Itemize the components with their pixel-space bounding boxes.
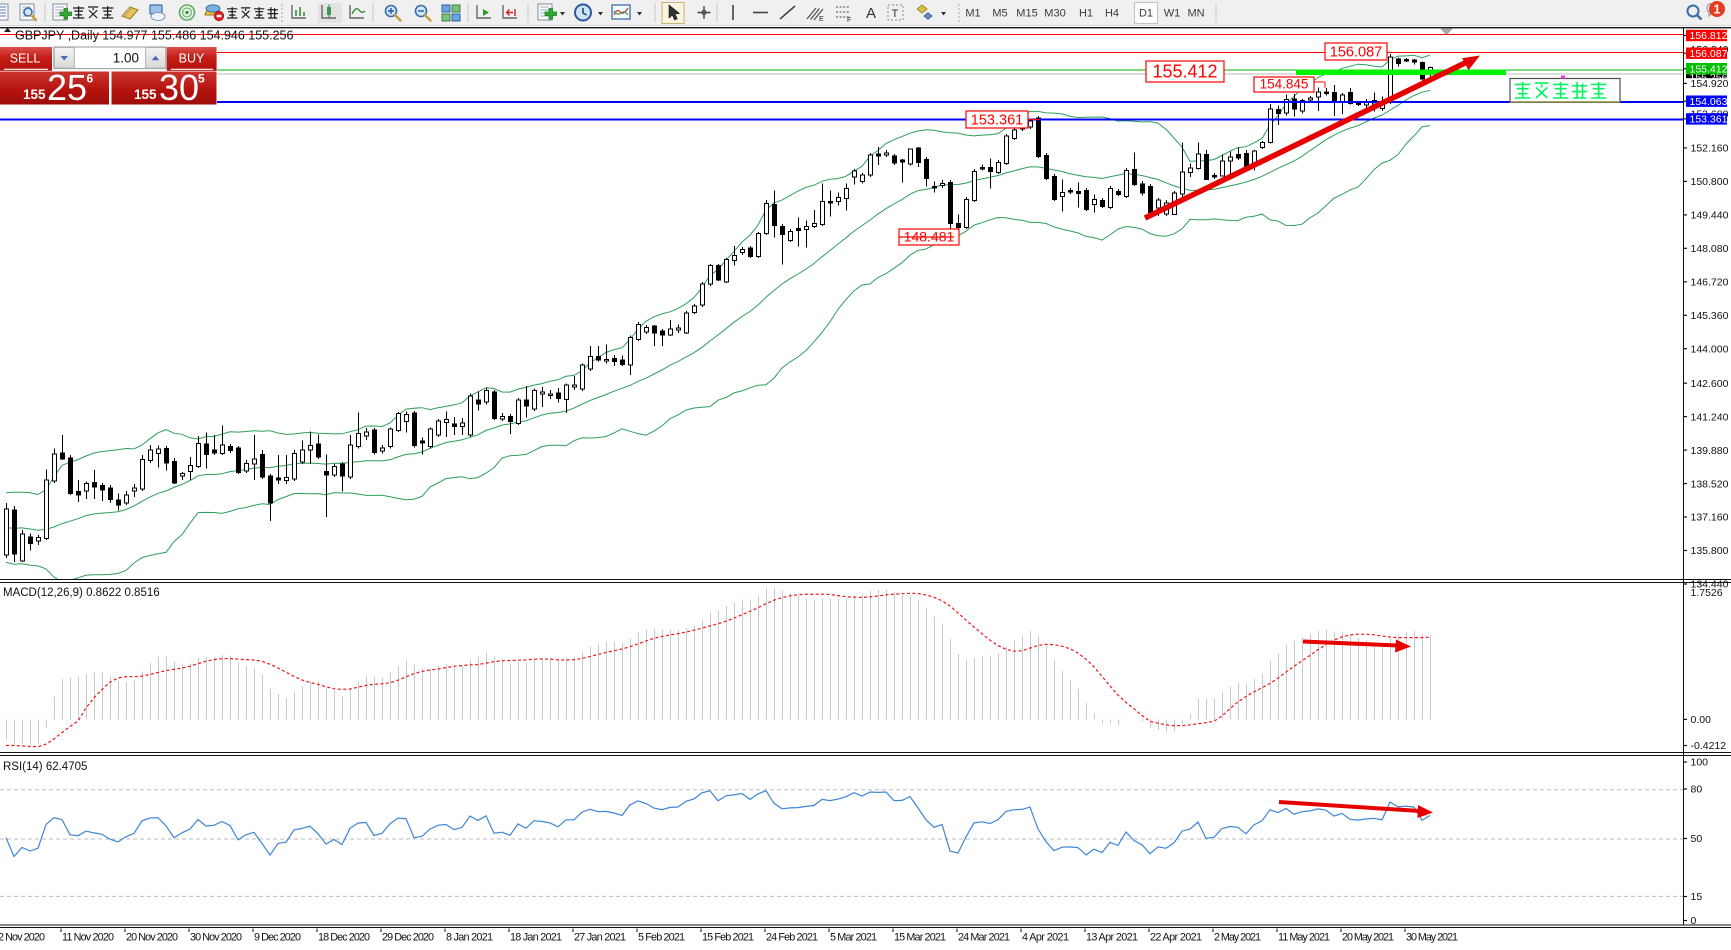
svg-text:M1: M1 <box>965 8 980 20</box>
svg-text:0.00: 0.00 <box>1691 714 1712 726</box>
svg-text:SELL: SELL <box>10 52 41 66</box>
svg-text:13 Apr 2021: 13 Apr 2021 <box>1086 932 1138 944</box>
svg-text:15 Feb 2021: 15 Feb 2021 <box>702 932 754 944</box>
svg-text:20 Nov 2020: 20 Nov 2020 <box>126 932 178 944</box>
svg-text:30 Nov 2020: 30 Nov 2020 <box>190 932 242 944</box>
svg-text:11 Nov 2020: 11 Nov 2020 <box>62 932 114 944</box>
svg-text:24 Feb 2021: 24 Feb 2021 <box>766 932 818 944</box>
svg-text:22 Apr 2021: 22 Apr 2021 <box>1150 932 1202 944</box>
svg-text:0: 0 <box>1691 915 1697 927</box>
svg-text:H1: H1 <box>1079 8 1093 20</box>
svg-text:100: 100 <box>1691 757 1709 769</box>
svg-text:M15: M15 <box>1016 8 1037 20</box>
svg-text:1.7526: 1.7526 <box>1691 587 1723 599</box>
svg-text:144.000: 144.000 <box>1691 343 1729 355</box>
svg-text:T: T <box>892 8 899 20</box>
svg-text:24 Mar 2021: 24 Mar 2021 <box>958 932 1010 944</box>
svg-text:15 Mar 2021: 15 Mar 2021 <box>894 932 946 944</box>
svg-text:149.440: 149.440 <box>1691 210 1729 222</box>
svg-text:M5: M5 <box>992 8 1007 20</box>
svg-text:H4: H4 <box>1105 8 1119 20</box>
svg-text:5 Mar 2021: 5 Mar 2021 <box>830 932 877 944</box>
svg-text:15: 15 <box>1691 891 1703 903</box>
svg-text:27 Jan 2021: 27 Jan 2021 <box>574 932 626 944</box>
svg-text:M30: M30 <box>1044 8 1065 20</box>
svg-text:154.063: 154.063 <box>1690 96 1728 108</box>
svg-text:E: E <box>819 16 824 23</box>
svg-text:155: 155 <box>23 87 46 102</box>
svg-text:150.800: 150.800 <box>1691 176 1729 188</box>
svg-text:80: 80 <box>1691 784 1703 796</box>
svg-text:A: A <box>866 5 876 22</box>
svg-text:155.412: 155.412 <box>1152 61 1217 81</box>
svg-text:20 May 2021: 20 May 2021 <box>1342 932 1394 944</box>
svg-text:6: 6 <box>87 72 94 86</box>
svg-text:137.160: 137.160 <box>1691 512 1729 524</box>
svg-text:153.361: 153.361 <box>1690 114 1728 126</box>
svg-text:148.080: 148.080 <box>1691 243 1729 255</box>
svg-text:18 Jan 2021: 18 Jan 2021 <box>510 932 562 944</box>
svg-text:146.720: 146.720 <box>1691 277 1729 289</box>
svg-text:30: 30 <box>159 67 199 108</box>
svg-text:156.087: 156.087 <box>1690 48 1728 60</box>
svg-text:GBPJPY ,Daily 154.977 155.486: GBPJPY ,Daily 154.977 155.486 154.946 15… <box>15 29 294 43</box>
svg-text:155.412: 155.412 <box>1690 63 1728 75</box>
svg-text:156.087: 156.087 <box>1330 44 1382 60</box>
svg-text:-0.4212: -0.4212 <box>1691 740 1727 752</box>
svg-text:154.845: 154.845 <box>1260 77 1309 92</box>
svg-text:153.361: 153.361 <box>971 112 1023 128</box>
svg-text:145.360: 145.360 <box>1691 310 1729 322</box>
svg-text:134.440: 134.440 <box>1691 579 1729 591</box>
svg-text:135.800: 135.800 <box>1691 545 1729 557</box>
svg-text:1: 1 <box>1714 3 1721 17</box>
svg-text:2 Nov 2020: 2 Nov 2020 <box>0 932 45 944</box>
svg-text:152.160: 152.160 <box>1691 143 1729 155</box>
svg-text:18 Dec 2020: 18 Dec 2020 <box>318 932 370 944</box>
svg-text:5: 5 <box>198 72 205 86</box>
svg-text:139.880: 139.880 <box>1691 445 1729 457</box>
svg-text:MN: MN <box>1187 8 1204 20</box>
svg-text:141.240: 141.240 <box>1691 411 1729 423</box>
svg-text:1.00: 1.00 <box>113 50 139 65</box>
svg-text:11 May 2021: 11 May 2021 <box>1278 932 1330 944</box>
svg-text:RSI(14) 62.4705: RSI(14) 62.4705 <box>3 761 87 773</box>
svg-text:142.600: 142.600 <box>1691 378 1729 390</box>
svg-text:29 Dec 2020: 29 Dec 2020 <box>382 932 434 944</box>
svg-text:138.520: 138.520 <box>1691 478 1729 490</box>
svg-text:5 Feb 2021: 5 Feb 2021 <box>638 932 685 944</box>
svg-text:30 May 2021: 30 May 2021 <box>1406 932 1458 944</box>
svg-text:F: F <box>847 17 851 24</box>
svg-text:155: 155 <box>134 87 157 102</box>
svg-text:154.920: 154.920 <box>1691 78 1729 90</box>
svg-text:W1: W1 <box>1164 8 1181 20</box>
svg-text:8 Jan 2021: 8 Jan 2021 <box>446 932 493 944</box>
svg-text:50: 50 <box>1691 833 1703 845</box>
svg-text:4 Apr 2021: 4 Apr 2021 <box>1022 932 1069 944</box>
svg-text:MACD(12,26,9) 0.8622 0.8516: MACD(12,26,9) 0.8622 0.8516 <box>3 587 160 599</box>
svg-text:2 May 2021: 2 May 2021 <box>1214 932 1261 944</box>
svg-text:BUY: BUY <box>179 52 205 66</box>
svg-text:156.812: 156.812 <box>1690 30 1728 42</box>
svg-text:9 Dec 2020: 9 Dec 2020 <box>254 932 301 944</box>
svg-text:25: 25 <box>47 67 87 108</box>
svg-text:D1: D1 <box>1139 8 1153 20</box>
